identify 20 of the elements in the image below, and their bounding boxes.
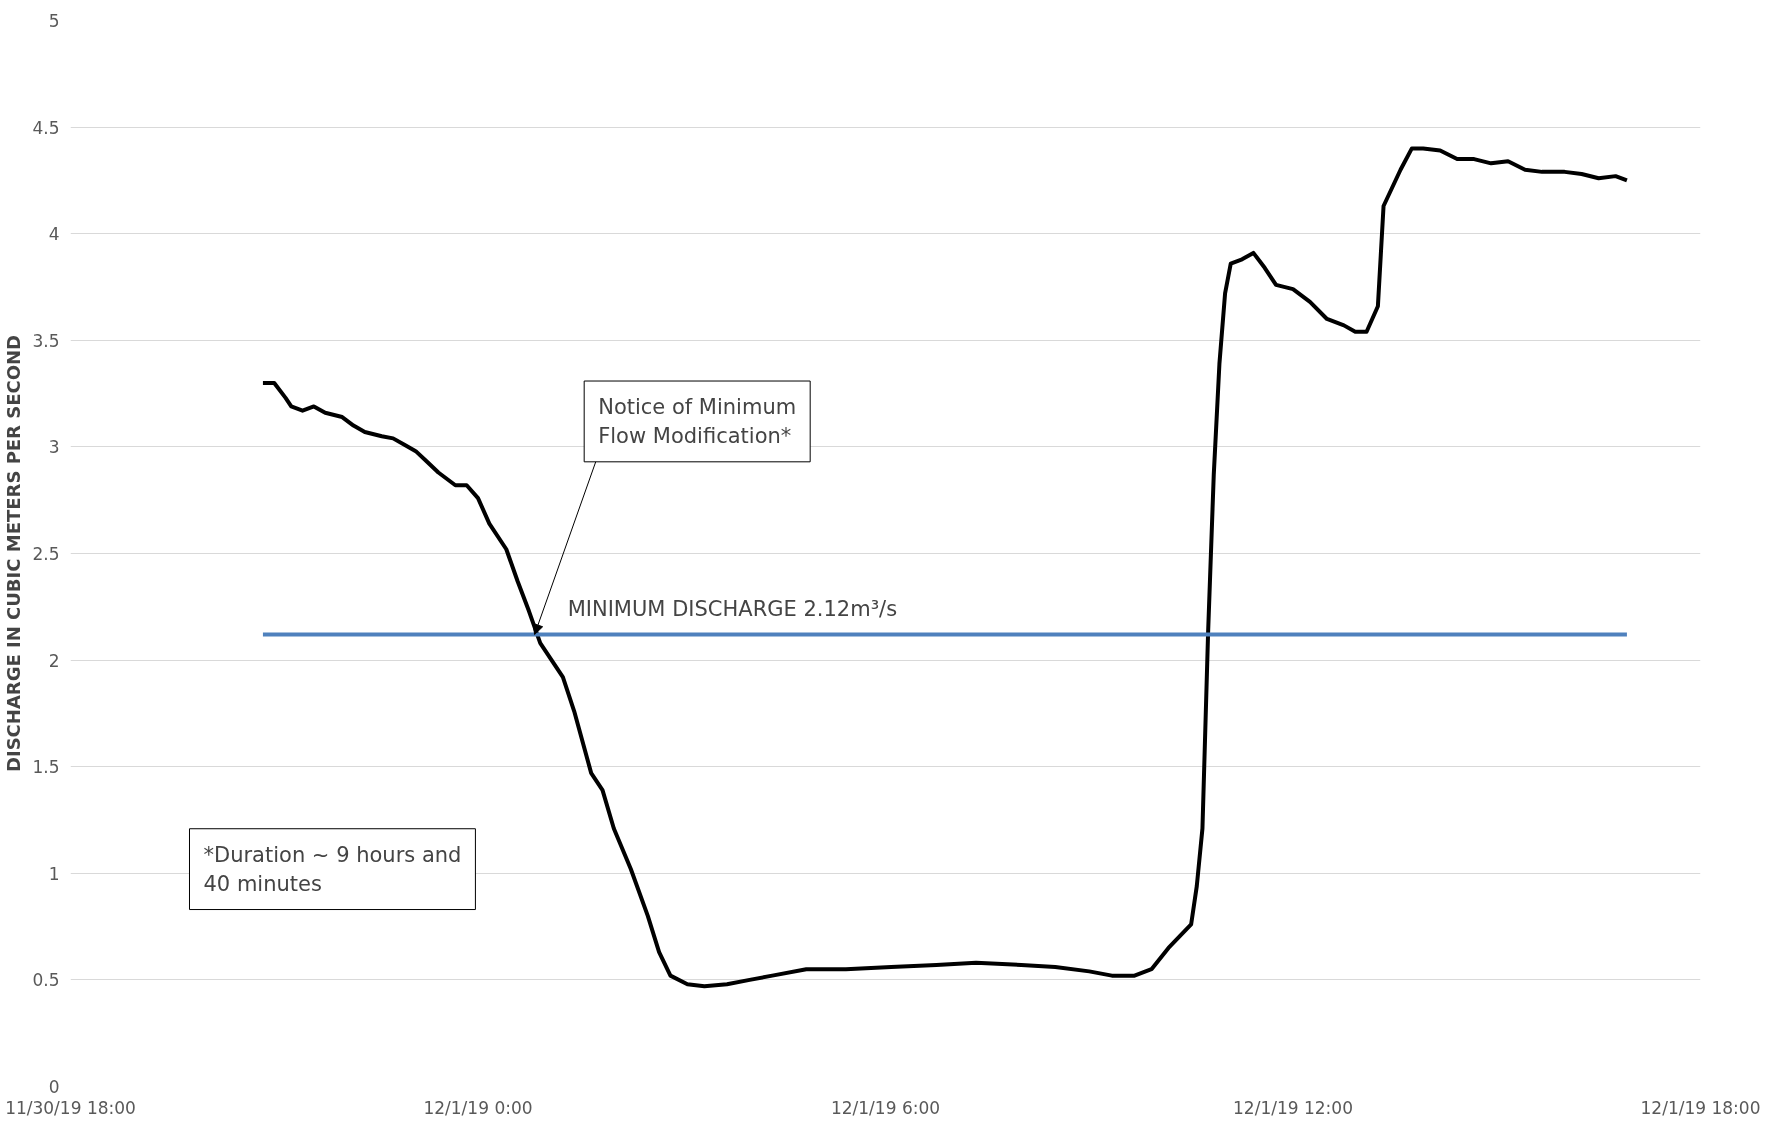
x-tick-label: 12/1/19 0:00	[423, 1097, 533, 1118]
y-tick-label: 3.5	[32, 330, 60, 351]
y-tick-label: 2.5	[32, 544, 60, 564]
y-tick-label: 1.5	[32, 757, 60, 778]
y-tick-label: 1	[48, 863, 60, 884]
x-tick-label: 12/1/19 12:00	[1233, 1097, 1353, 1118]
x-tick-label: 12/1/19 6:00	[830, 1097, 941, 1118]
y-tick-label: 2	[48, 650, 60, 671]
y-tick-label: 5	[48, 11, 60, 31]
x-tick-label: 11/30/19 18:00	[5, 1097, 136, 1118]
y-tick-label: 3	[48, 437, 60, 458]
annotation: *Duration ~ 9 hours and 40 minutes	[203, 842, 462, 896]
ref-line-label: MINIMUM DISCHARGE 2.12m³/s	[567, 596, 898, 621]
x-tick-label: 12/1/19 18:00	[1640, 1097, 1761, 1118]
y-axis-title: DISCHARGE IN CUBIC METERS PER SECOND	[3, 334, 25, 773]
y-tick-label: 4.5	[32, 117, 60, 138]
annotation: Notice of Minimum Flow Modification*	[598, 395, 797, 448]
y-tick-label: 0.5	[32, 970, 60, 991]
y-tick-label: 4	[48, 224, 60, 245]
y-tick-label: 0	[48, 1077, 60, 1097]
